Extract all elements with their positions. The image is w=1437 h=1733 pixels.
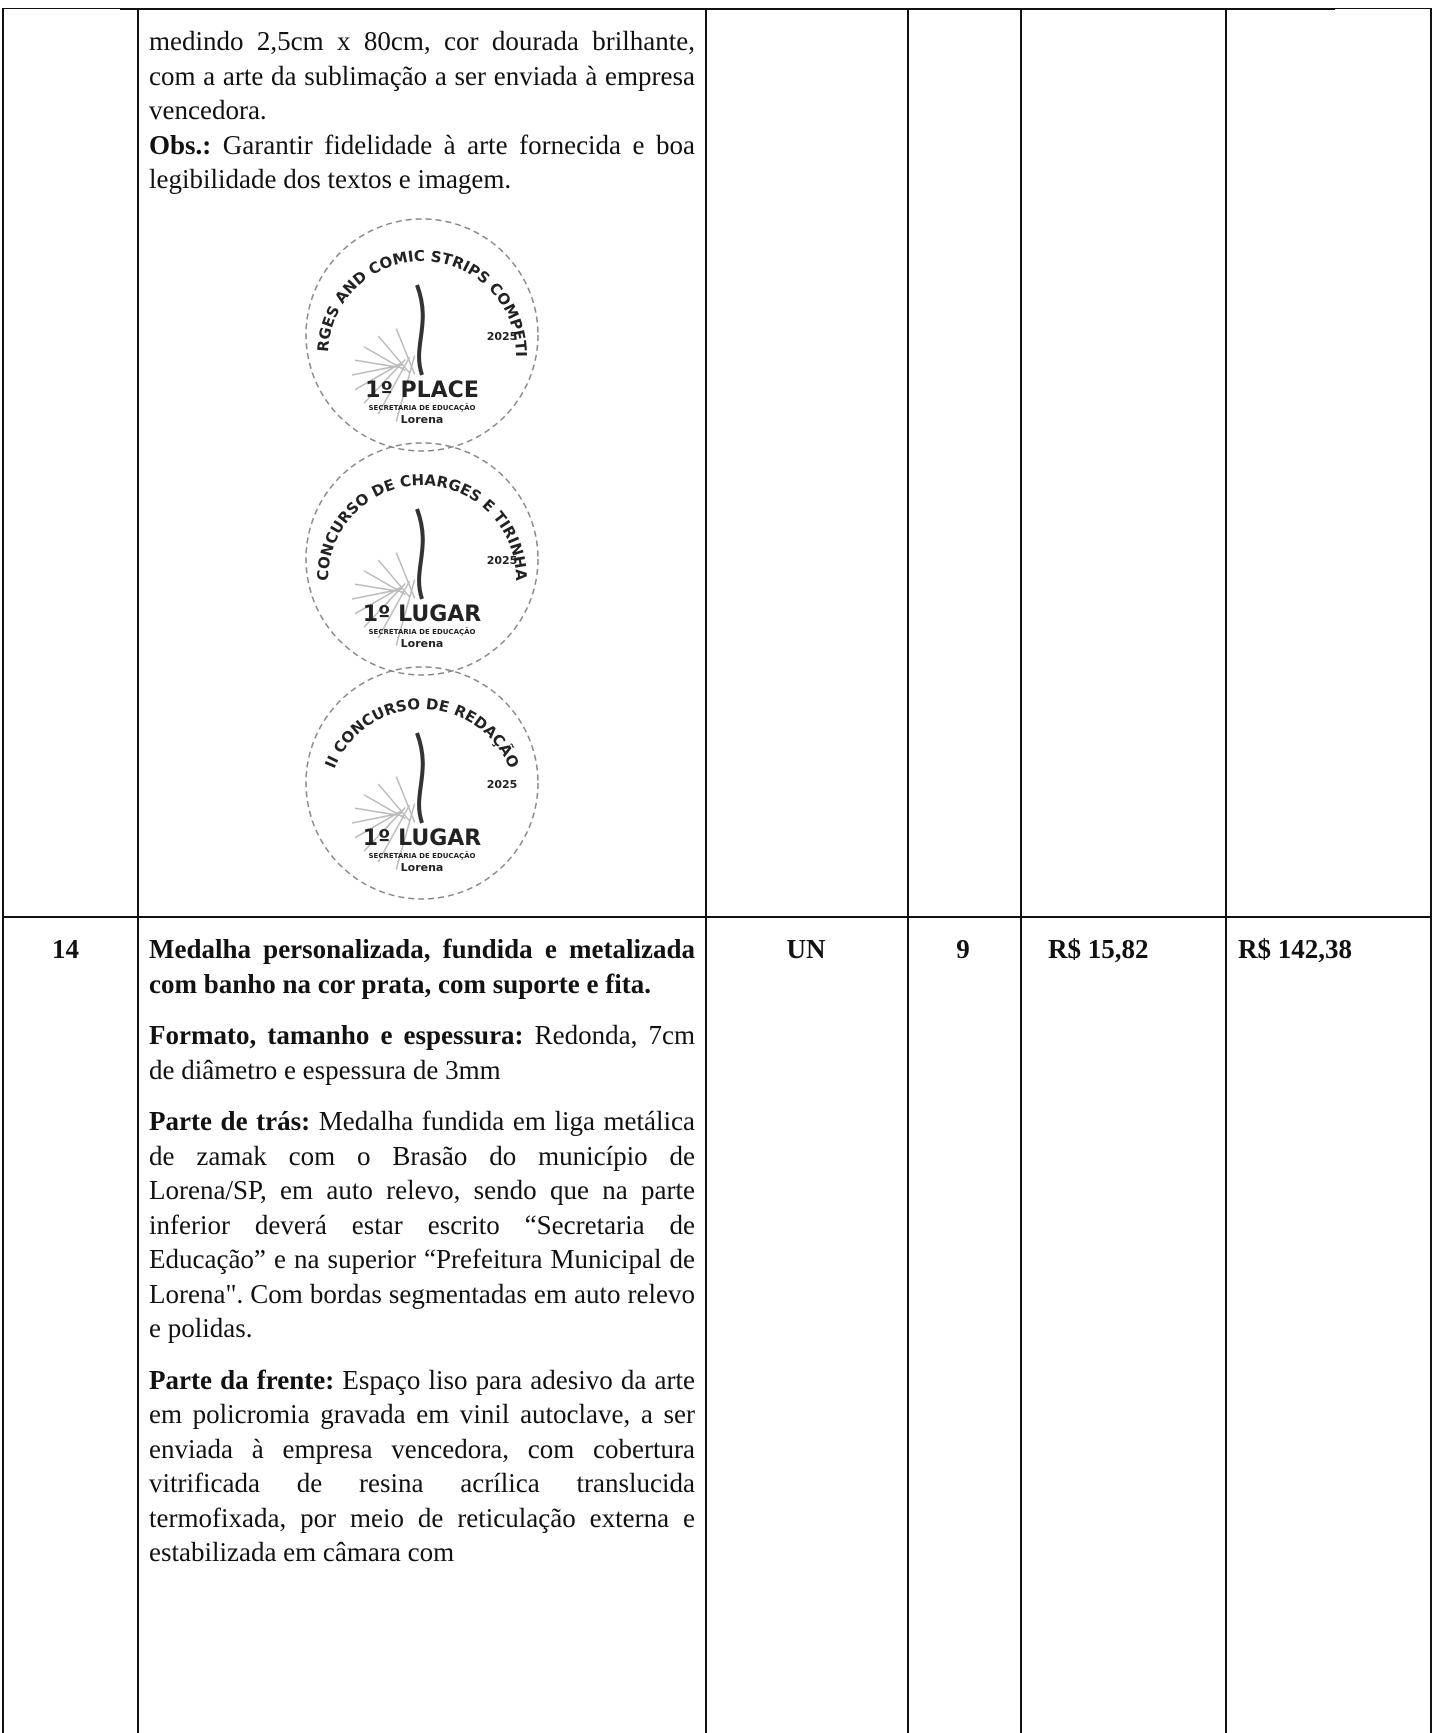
ray bbox=[395, 579, 416, 646]
medal-city: Lorena bbox=[401, 413, 444, 426]
medal-top-text: I CHARGES AND COMIC STRIPS COMPETITION bbox=[139, 210, 530, 357]
paragraph: Parte de trás: Medalha fundida em liga me… bbox=[149, 1104, 695, 1346]
col-border bbox=[705, 8, 707, 1733]
ray bbox=[354, 361, 404, 391]
medal-outline bbox=[305, 218, 539, 452]
tree bbox=[415, 508, 425, 600]
ray bbox=[363, 358, 407, 404]
paragraph-text: Espaço liso para adesivo da arte em poli… bbox=[149, 1364, 696, 1568]
ray bbox=[395, 355, 416, 422]
bold-label: Formato, tamanho e espessura: bbox=[149, 1020, 524, 1050]
tree bbox=[415, 732, 425, 824]
unit-price: R$ 15,82 bbox=[1048, 934, 1149, 964]
ray bbox=[377, 580, 411, 639]
top-rule bbox=[120, 8, 1335, 10]
row-border bbox=[2, 916, 1432, 918]
col-border bbox=[2, 8, 4, 1733]
medal-place: 1º LUGAR bbox=[363, 826, 482, 851]
ray bbox=[377, 804, 411, 863]
medal-year: 2025 bbox=[487, 554, 518, 567]
ray bbox=[363, 582, 407, 628]
quantity: 9 bbox=[956, 934, 970, 964]
tree bbox=[415, 284, 425, 376]
bold-label: Medalha personalizada, fundida e metaliz… bbox=[149, 934, 695, 999]
bold-label: Parte de trás: bbox=[149, 1106, 311, 1136]
ray bbox=[354, 809, 404, 839]
medal-dept: SECRETARIA DE EDUCAÇÃO bbox=[369, 851, 476, 860]
medal-dept: SECRETARIA DE EDUCAÇÃO bbox=[369, 627, 476, 636]
paragraph-text: Redonda, 7cm de diâmetro e espessura de … bbox=[149, 1020, 695, 1085]
ray bbox=[395, 803, 416, 870]
unit: UN bbox=[786, 934, 826, 964]
bold-label: Parte da frente: bbox=[149, 1364, 335, 1395]
paragraph-text: medindo 2,5cm x 80cm, cor dourada brilha… bbox=[149, 26, 695, 125]
col-border bbox=[1020, 8, 1022, 1733]
bold-label: Obs.: bbox=[149, 129, 212, 160]
paragraph-text: Medalha fundida em liga metálica de zama… bbox=[149, 1106, 696, 1343]
paragraph: Medalha personalizada, fundida e metaliz… bbox=[149, 932, 695, 1001]
medal-top-text: I CHARGES AND COMIC STRIPS COMPETITION bbox=[139, 210, 530, 357]
paragraph: Obs.: Garantir fidelidade à arte fornecid… bbox=[149, 128, 695, 197]
medal-outline bbox=[305, 666, 539, 900]
total: R$ 142,38 bbox=[1238, 934, 1352, 964]
medal-place: 1º PLACE bbox=[365, 378, 479, 403]
col-border bbox=[1430, 8, 1432, 1733]
medal-outline bbox=[305, 442, 539, 676]
paragraph: medindo 2,5cm x 80cm, cor dourada brilha… bbox=[149, 24, 695, 128]
ray bbox=[363, 806, 407, 852]
medal-art: I CHARGES AND COMIC STRIPS COMPETITION20… bbox=[139, 210, 539, 900]
medal-city: Lorena bbox=[401, 861, 444, 874]
ray bbox=[377, 356, 411, 415]
medal-year: 2025 bbox=[487, 778, 518, 791]
medal-year: 2025 bbox=[487, 330, 518, 343]
item-number: 14 bbox=[52, 934, 79, 964]
col-border bbox=[907, 8, 909, 1733]
col-border bbox=[137, 8, 139, 1733]
paragraph-text: Garantir fidelidade à arte fornecida e b… bbox=[149, 129, 696, 195]
medal-city: Lorena bbox=[401, 637, 444, 650]
medal-dept: SECRETARIA DE EDUCAÇÃO bbox=[369, 403, 476, 412]
paragraph: Formato, tamanho e espessura: Redonda, 7c… bbox=[149, 1018, 695, 1087]
medal-place: 1º LUGAR bbox=[363, 602, 482, 627]
row-border bbox=[2, 8, 1432, 9]
description: Medalha personalizada, fundida e metaliz… bbox=[149, 932, 695, 1587]
paragraph: Parte da frente: Espaço liso para adesivo… bbox=[149, 1363, 695, 1570]
ray bbox=[354, 585, 404, 615]
description: medindo 2,5cm x 80cm, cor dourada brilha… bbox=[149, 24, 695, 197]
col-border bbox=[1225, 8, 1227, 1733]
